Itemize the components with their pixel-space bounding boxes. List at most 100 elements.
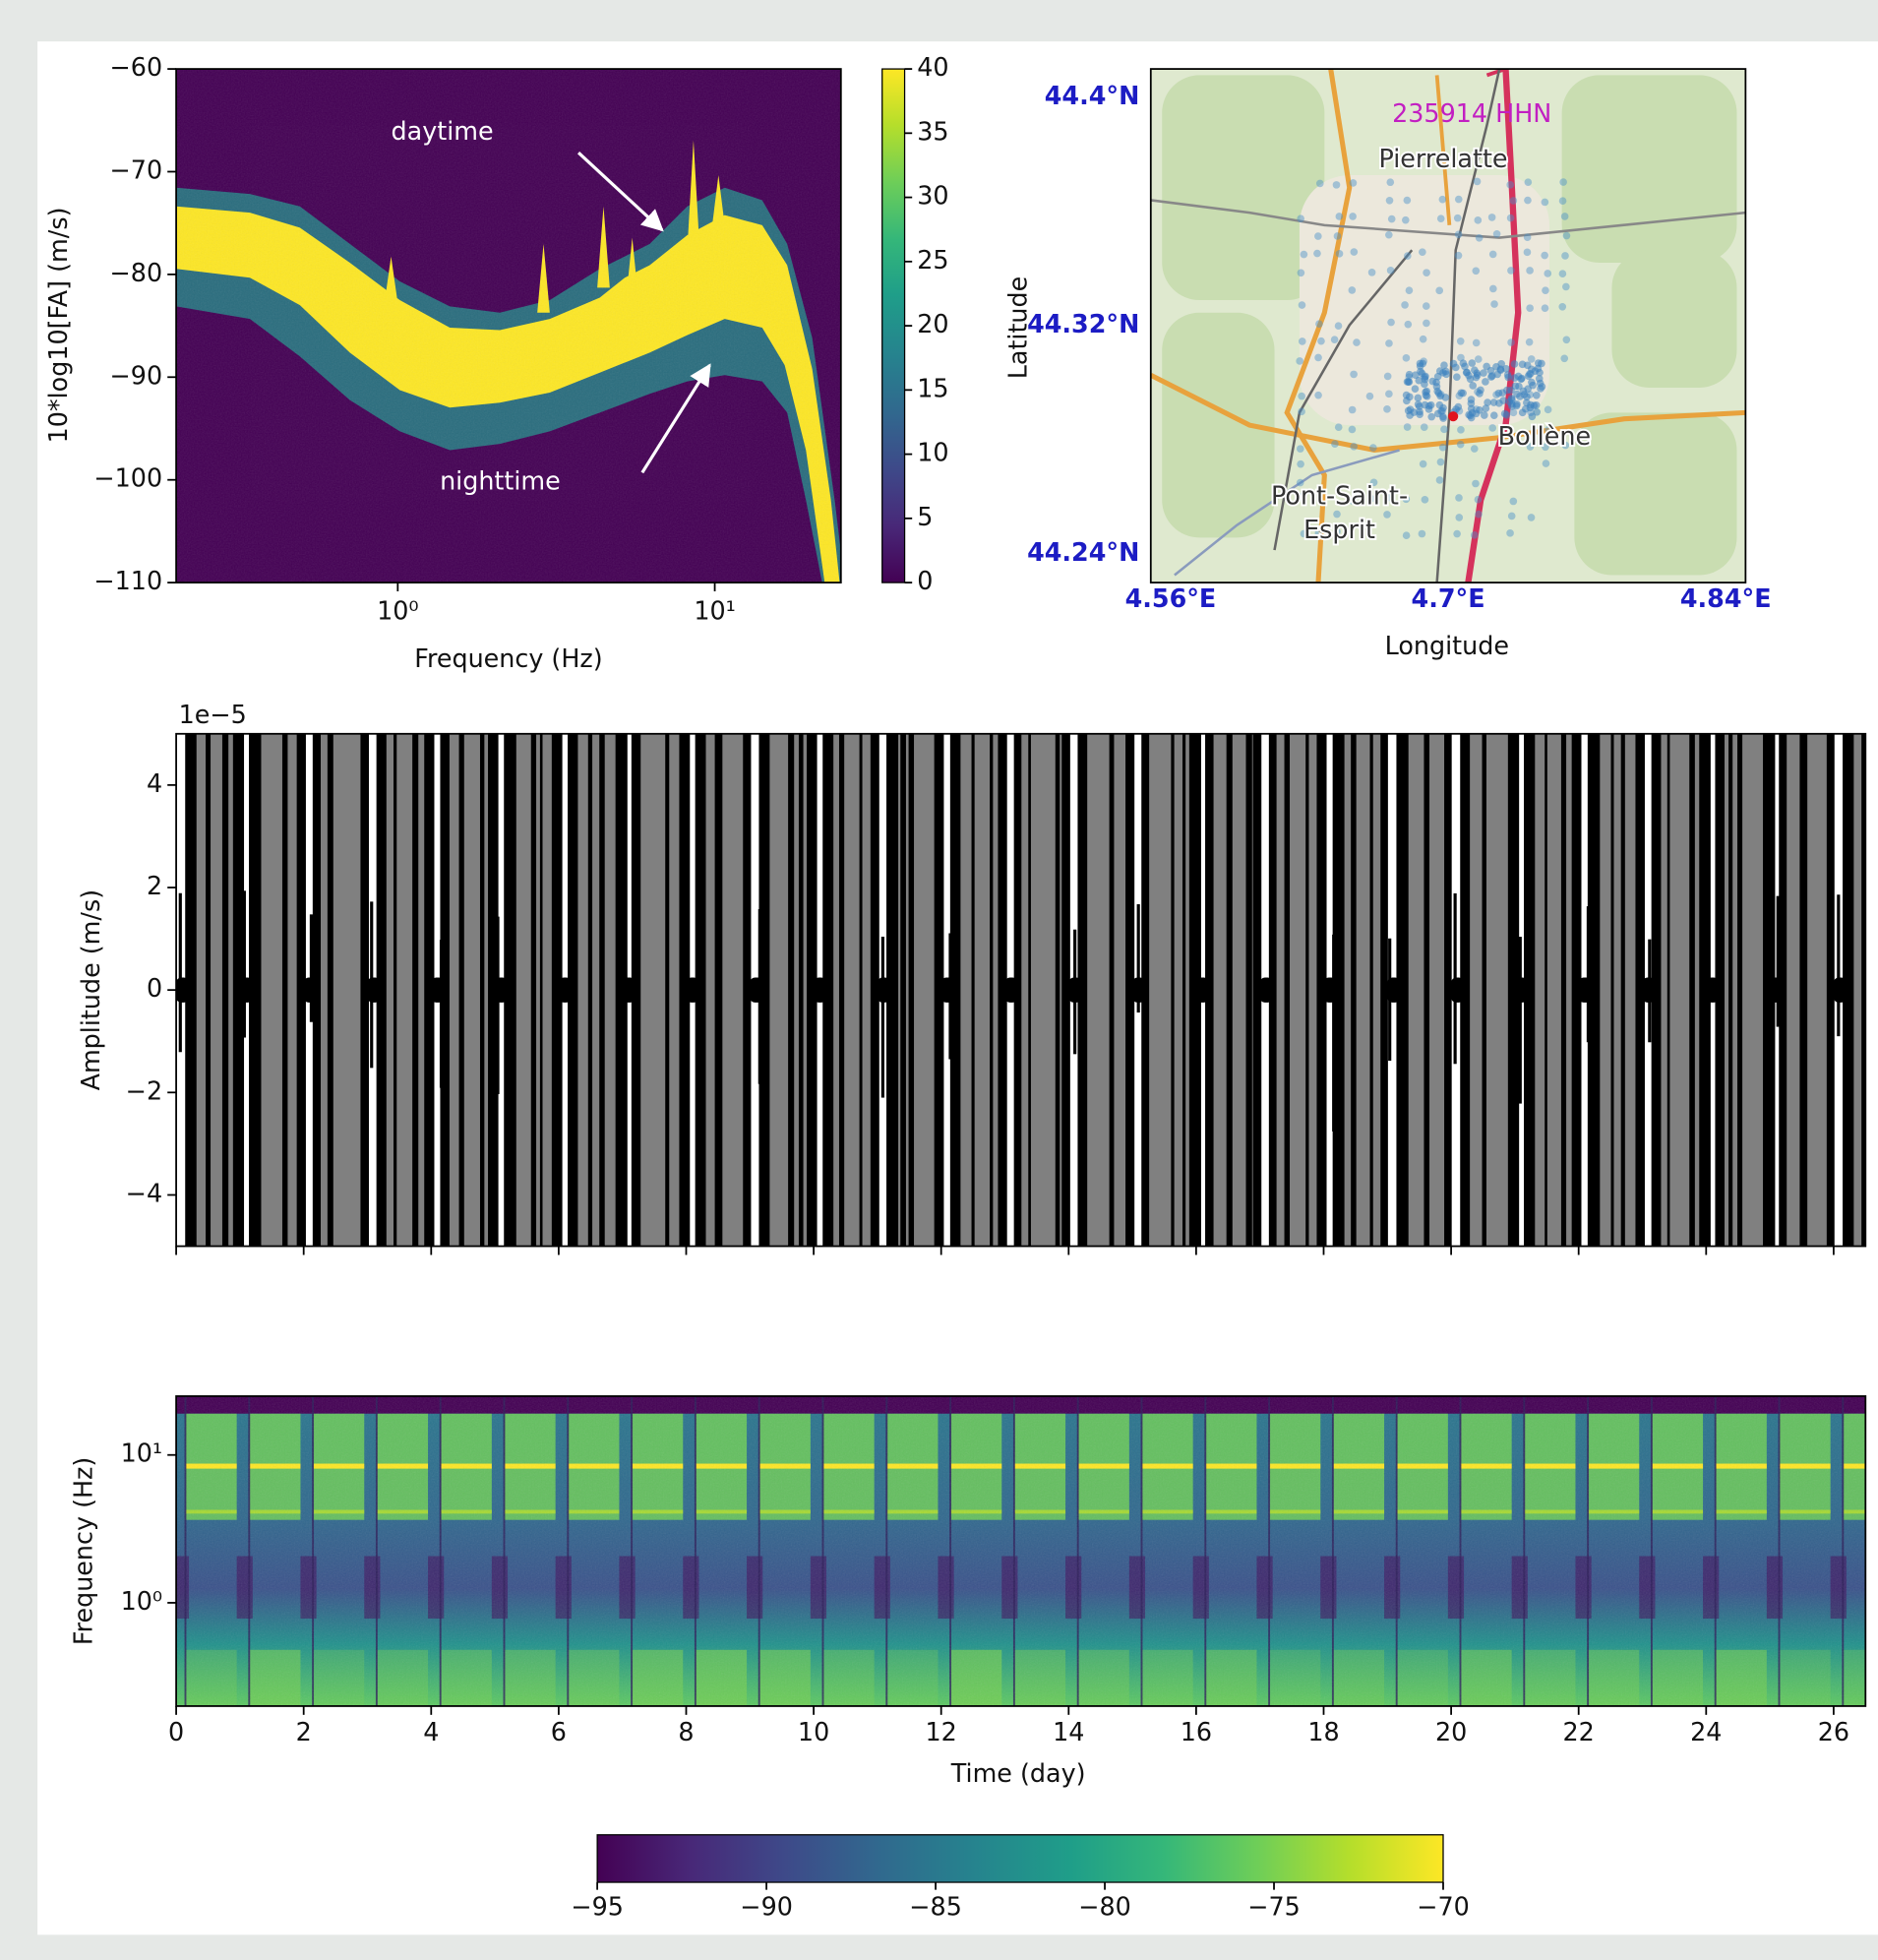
map-station — [1484, 398, 1491, 406]
x-tick-label: 26 — [1818, 1717, 1849, 1746]
map-station — [1333, 510, 1341, 519]
waveform-edge — [1507, 733, 1520, 1247]
map-title: 235914 HHN — [1392, 98, 1551, 128]
map-forest — [1162, 312, 1275, 538]
map-station — [1453, 214, 1462, 222]
map-station — [1542, 286, 1549, 294]
colorbar-tick-label: −75 — [1247, 1892, 1301, 1922]
map-station — [1544, 270, 1552, 277]
map-station — [1403, 196, 1412, 205]
waveform-burst — [1425, 733, 1430, 1247]
waveform-edge — [679, 733, 691, 1247]
map-station — [1452, 405, 1460, 413]
waveform-edge — [1651, 733, 1662, 1247]
map-station — [1489, 411, 1498, 420]
map-road — [1273, 249, 1414, 551]
map-station — [1385, 390, 1393, 398]
map-station — [1526, 304, 1534, 312]
map-station — [1438, 195, 1447, 204]
map-station — [1559, 178, 1567, 186]
map-station — [1428, 377, 1437, 386]
x-tick-label: 0 — [168, 1717, 184, 1746]
waveform-burst — [1305, 733, 1309, 1247]
map-station — [1525, 337, 1534, 346]
waveform-burst — [798, 733, 804, 1247]
map-station — [1403, 397, 1411, 405]
map-forest — [1162, 75, 1325, 301]
waveform-edge — [185, 733, 197, 1247]
waveform-burst — [599, 733, 605, 1247]
map-station — [1482, 404, 1490, 412]
map-station — [1401, 301, 1409, 309]
annotation: daytime — [392, 116, 494, 146]
map-station — [1524, 372, 1533, 381]
waveform-night-spike — [1453, 892, 1457, 1065]
frame — [175, 1395, 1867, 1707]
waveform-burst — [1110, 733, 1114, 1247]
y-axis-label: Latitude — [1002, 276, 1032, 380]
map-station — [1453, 373, 1461, 382]
colorbar-tick-label: 0 — [917, 566, 933, 595]
spectral-density-plot — [176, 69, 841, 583]
map-station — [1439, 414, 1447, 422]
waveform-edge — [488, 733, 499, 1247]
colorbar-tick-label: −70 — [1417, 1892, 1470, 1922]
map-station — [1404, 378, 1413, 386]
map-station — [1419, 335, 1427, 343]
waveform-edge — [1715, 733, 1726, 1247]
map-place-label: Pierrelatte — [1378, 144, 1507, 173]
waveform-edge — [360, 733, 369, 1247]
map-station — [1457, 426, 1465, 434]
map-station — [1436, 458, 1445, 466]
waveform-burst — [1482, 733, 1486, 1247]
y-tick-label: −80 — [110, 258, 163, 287]
map-station — [1297, 493, 1305, 501]
map-station — [1467, 396, 1476, 403]
map-station — [1474, 216, 1483, 224]
waveform-burst — [859, 733, 863, 1247]
map-station — [1314, 529, 1323, 537]
map-station — [1348, 405, 1357, 414]
waveform-burst — [665, 733, 668, 1247]
map-station — [1523, 248, 1532, 257]
colorbar-tick-label: −95 — [571, 1892, 624, 1922]
map-road — [1434, 75, 1452, 226]
map-station — [1472, 373, 1481, 382]
waveform-burst — [1689, 733, 1695, 1247]
map-station — [1490, 300, 1498, 308]
waveform-night-spike — [1518, 937, 1522, 1104]
waveform-edge — [743, 733, 752, 1247]
colorbar-tick-label: 15 — [917, 373, 948, 402]
waveform-burst — [530, 733, 537, 1247]
map-station — [1402, 495, 1411, 504]
map-station — [1507, 338, 1515, 346]
map-station — [1469, 382, 1477, 390]
map-station — [1330, 336, 1339, 344]
map-station — [1424, 405, 1433, 413]
map-station — [1405, 286, 1414, 294]
colorbar-tick-label: 10 — [917, 438, 948, 467]
map-station — [1421, 496, 1429, 504]
map-station — [1402, 531, 1411, 540]
map-station — [1533, 407, 1541, 416]
x-axis-label: Longitude — [1385, 631, 1509, 660]
map-station — [1297, 214, 1304, 223]
waveform-burst — [788, 733, 795, 1247]
map-station — [1471, 531, 1479, 539]
y-tick-label: 0 — [147, 973, 162, 1003]
map-station — [1518, 360, 1527, 369]
map-station — [1482, 378, 1489, 386]
waveform-edge — [1188, 733, 1201, 1247]
map-station — [1489, 284, 1497, 293]
map-station — [1296, 478, 1304, 487]
map-station — [1385, 493, 1393, 502]
map-station — [1526, 443, 1535, 451]
waveform-edge — [232, 733, 245, 1247]
x-tick-label: 14 — [1053, 1717, 1084, 1746]
waveform-edge — [1332, 733, 1345, 1247]
waveform-edge — [312, 733, 322, 1247]
map-station — [1500, 409, 1509, 418]
map-station — [1455, 494, 1463, 502]
map-station — [1314, 391, 1322, 399]
